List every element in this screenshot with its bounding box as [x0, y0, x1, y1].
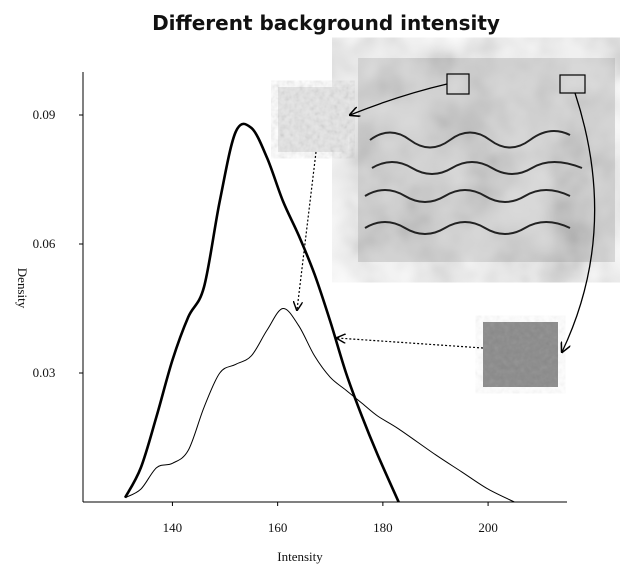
y-axis-label: Density	[15, 268, 30, 309]
arrow	[350, 83, 448, 115]
density-line	[124, 308, 515, 503]
density-line	[123, 122, 400, 503]
x-tick-label: 160	[268, 520, 288, 535]
y-tick-label: 0.03	[33, 365, 56, 380]
x-tick-label: 140	[163, 520, 183, 535]
y-tick-label: 0.06	[33, 236, 56, 251]
dark-patch	[483, 322, 558, 387]
light-patch	[278, 87, 348, 152]
y-tick-label: 0.09	[33, 107, 56, 122]
arrow	[562, 92, 596, 352]
document-image	[358, 58, 615, 262]
chart-title: Different background intensity	[152, 11, 500, 35]
arrow	[337, 338, 484, 349]
x-tick-label: 180	[373, 520, 393, 535]
x-axis-label: Intensity	[277, 549, 323, 564]
arrow	[297, 151, 317, 310]
x-tick-label: 200	[478, 520, 498, 535]
